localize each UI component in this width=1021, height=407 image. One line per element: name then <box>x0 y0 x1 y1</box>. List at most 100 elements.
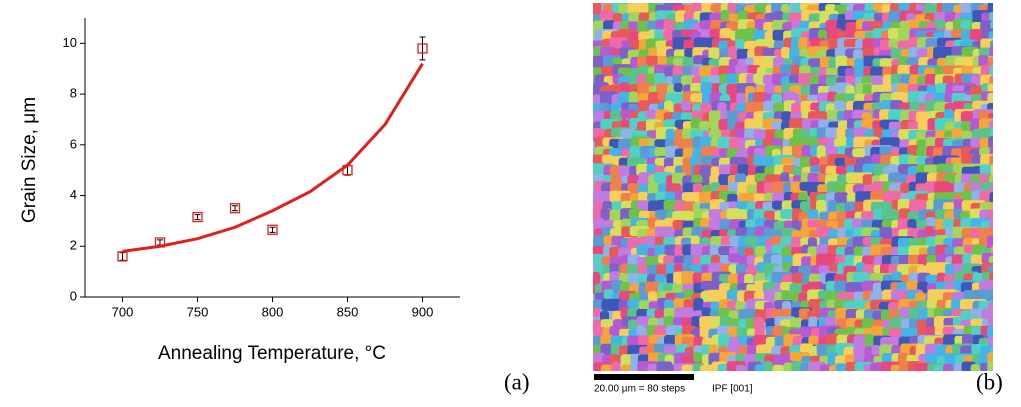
grain <box>990 245 993 271</box>
marker <box>192 211 203 223</box>
grain <box>646 55 660 66</box>
grain <box>735 301 745 311</box>
grain <box>593 55 606 68</box>
panel-label: (b) <box>976 369 1003 394</box>
grain <box>792 166 802 177</box>
grain <box>909 64 921 77</box>
marker <box>229 203 241 214</box>
y-axis-label: Grain Size, μm <box>19 97 40 223</box>
x-tick-label: 750 <box>187 304 209 319</box>
error-bar <box>269 226 276 233</box>
grain <box>737 157 748 167</box>
grain <box>673 82 683 92</box>
grain <box>772 200 784 210</box>
grain <box>970 364 980 371</box>
x-tick-label: 850 <box>337 304 359 319</box>
grain <box>781 290 791 301</box>
grain <box>989 184 993 207</box>
grain <box>683 255 695 268</box>
grain <box>693 352 703 363</box>
grain <box>619 82 630 94</box>
ebsd-map <box>593 3 993 371</box>
grain <box>989 65 993 96</box>
grain <box>873 127 884 138</box>
grain <box>674 244 685 257</box>
error-bar <box>419 36 426 61</box>
error-bar <box>232 205 238 212</box>
grain <box>798 37 808 53</box>
grain <box>735 364 746 371</box>
grain <box>990 129 993 146</box>
grain <box>773 10 784 20</box>
grain <box>988 31 993 52</box>
grain <box>864 334 875 349</box>
grain <box>989 290 993 301</box>
grain <box>726 208 741 223</box>
map-label: IPF [001] <box>712 384 753 395</box>
grain <box>773 57 786 67</box>
grain <box>627 254 640 268</box>
x-tick-label: 800 <box>262 304 284 319</box>
fit-line <box>122 62 424 253</box>
grain <box>692 136 702 150</box>
error-bar <box>194 214 201 221</box>
panel-label: (a) <box>504 369 530 394</box>
grain <box>710 118 720 133</box>
grain <box>603 289 614 300</box>
grain <box>690 93 705 103</box>
scale-bar-label: 20.00 µm = 80 steps <box>594 384 685 395</box>
grain <box>990 40 993 72</box>
grain <box>934 19 946 29</box>
grain <box>675 10 687 23</box>
grain <box>987 3 993 13</box>
grain <box>611 361 621 371</box>
x-tick-label: 900 <box>412 304 434 319</box>
grain <box>600 208 610 221</box>
grain <box>663 316 676 327</box>
grain <box>645 109 657 119</box>
grain <box>593 307 601 317</box>
grain <box>989 11 993 42</box>
grain <box>979 164 993 175</box>
grain <box>942 326 956 336</box>
marker <box>417 43 428 54</box>
grain <box>763 361 773 371</box>
grain <box>942 363 953 371</box>
grain <box>835 165 845 175</box>
grain <box>825 165 839 176</box>
grain <box>745 219 757 230</box>
grain <box>953 208 963 219</box>
grain <box>990 346 993 368</box>
error-bar <box>157 239 163 246</box>
grain <box>989 192 993 225</box>
grain <box>990 202 993 228</box>
grain <box>621 364 633 371</box>
y-tick-label: 2 <box>70 238 77 253</box>
y-tick-label: 6 <box>70 136 77 151</box>
grain <box>763 210 775 221</box>
grain <box>692 183 703 194</box>
grain <box>771 254 783 266</box>
grain <box>989 218 993 246</box>
grain <box>961 130 973 141</box>
grain <box>619 282 630 293</box>
grain <box>852 148 869 158</box>
grain <box>951 127 963 138</box>
grain <box>726 73 737 87</box>
grain <box>755 245 767 257</box>
grain <box>720 10 731 24</box>
grain <box>871 344 881 355</box>
grain <box>708 47 720 60</box>
grain <box>656 361 673 371</box>
grain <box>801 145 812 160</box>
grain <box>979 174 989 184</box>
y-tick-label: 10 <box>63 35 77 50</box>
x-tick-label: 700 <box>112 304 134 319</box>
plot: 0 2 4 6 8 10 700 750 800 850 900 <box>63 18 460 319</box>
grain <box>728 46 738 62</box>
grain <box>593 254 604 264</box>
grain <box>990 164 993 179</box>
grain <box>924 226 934 236</box>
